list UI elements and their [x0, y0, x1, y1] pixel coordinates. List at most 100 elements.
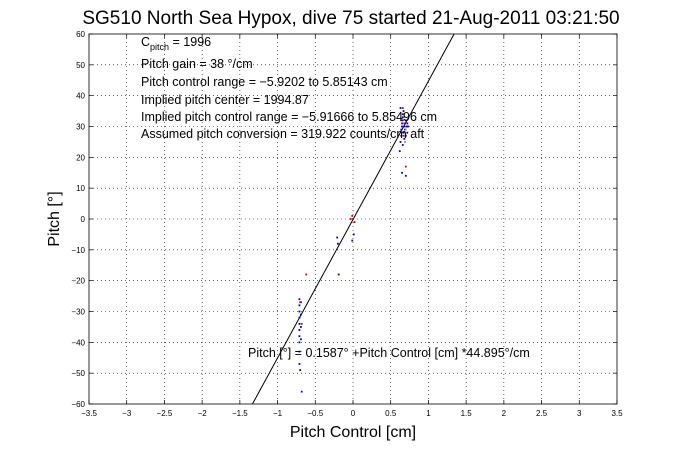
x-tick-label: −3	[122, 409, 132, 418]
y-tick-label: −50	[71, 369, 85, 378]
data-point	[353, 221, 356, 223]
x-tick-label: 3	[577, 409, 582, 418]
data-point	[351, 239, 354, 242]
y-tick-label: −10	[71, 246, 85, 255]
data-point	[401, 125, 403, 128]
data-point	[298, 310, 301, 313]
data-points	[298, 107, 409, 393]
data-point	[402, 110, 405, 112]
y-tick-label: 10	[76, 184, 85, 193]
data-point	[403, 116, 406, 119]
data-point	[352, 218, 354, 220]
data-point	[349, 218, 352, 220]
data-point	[400, 134, 403, 137]
data-point	[400, 119, 403, 122]
data-point	[298, 341, 301, 344]
data-point	[404, 128, 407, 131]
annotation-cpitch-sub: pitch	[150, 42, 169, 52]
y-tick-label: −40	[71, 338, 85, 347]
data-point	[336, 236, 339, 239]
data-point	[351, 215, 354, 217]
y-tick-label: −30	[71, 308, 85, 317]
data-point	[404, 119, 407, 122]
x-tick-label: −3.5	[81, 409, 97, 418]
y-tick-label: 40	[76, 92, 85, 101]
data-point	[401, 171, 403, 174]
annotation-cpitch-value: = 1996	[169, 35, 211, 49]
data-point	[298, 329, 301, 331]
data-point	[404, 134, 407, 137]
data-point	[401, 113, 404, 116]
data-point	[399, 107, 402, 109]
data-point	[402, 131, 405, 134]
data-point	[352, 233, 355, 236]
y-tick-label: 30	[76, 123, 85, 132]
data-point	[405, 125, 408, 128]
data-point	[337, 242, 339, 245]
data-point	[404, 165, 407, 168]
data-point	[398, 150, 401, 153]
x-tick-label: −1	[273, 409, 283, 418]
annotation-cpitch: Cpitch = 1996	[141, 35, 211, 52]
x-tick-label: 2.5	[536, 409, 548, 418]
data-point	[399, 141, 402, 143]
y-tick-label: −20	[71, 277, 85, 286]
data-point	[298, 363, 301, 365]
data-point	[403, 125, 406, 128]
x-tick-label: 1	[426, 409, 431, 418]
data-point	[300, 313, 302, 316]
x-tick-label: 1.5	[461, 409, 473, 418]
data-point	[298, 322, 301, 325]
data-point	[401, 122, 403, 125]
data-point	[299, 301, 302, 304]
data-point	[298, 335, 301, 338]
annotation-cpitch-c: C	[141, 35, 150, 49]
fit-equation: Pitch [°] = 0.1587° +Pitch Control [cm] …	[248, 346, 530, 360]
data-point	[401, 119, 404, 122]
x-axis-ticks: −3.5 −3 −2.5 −2 −1.5 −1 −0.5 0 0.5 1 1.5 2 2.5 3 3.5	[81, 34, 623, 418]
data-point	[300, 326, 302, 328]
data-point	[406, 122, 409, 125]
chart-title: SG510 North Sea Hypox, dive 75 started 2…	[82, 8, 619, 29]
y-tick-label: −60	[71, 400, 85, 409]
data-point	[400, 128, 403, 131]
data-point	[305, 273, 308, 276]
data-point	[337, 273, 340, 276]
y-axis-ticks: −60 −50 −40 −30 −20 −10 0 10 20 30 40 50 60	[71, 30, 617, 409]
annotation-block: Cpitch = 1996 Pitch gain = 38 °/cm Pitch…	[141, 35, 437, 141]
data-point	[404, 174, 407, 177]
annotation-line: Assumed pitch conversion = 319.922 count…	[141, 127, 425, 141]
data-point	[401, 116, 404, 119]
data-point	[298, 298, 301, 301]
annotation-line: Implied pitch center = 1994.87	[141, 93, 309, 107]
y-axis-label: Pitch [°]	[46, 191, 63, 246]
data-point	[401, 144, 404, 146]
y-tick-label: 20	[76, 153, 85, 162]
data-point	[300, 338, 302, 341]
x-tick-label: 0.5	[385, 409, 397, 418]
data-point	[299, 369, 302, 371]
data-point	[403, 122, 406, 125]
data-point	[298, 316, 301, 319]
data-point	[402, 134, 405, 137]
data-point	[406, 131, 409, 134]
x-tick-label: −0.5	[307, 409, 323, 418]
data-point	[298, 304, 301, 307]
x-tick-label: −2.5	[157, 409, 173, 418]
x-tick-label: 2	[502, 409, 507, 418]
data-point	[403, 137, 406, 140]
x-tick-label: 3.5	[611, 409, 623, 418]
data-point	[300, 322, 303, 325]
y-tick-label: 0	[81, 215, 86, 224]
data-point	[298, 350, 301, 353]
y-tick-label: 50	[76, 61, 85, 70]
annotation-line: Implied pitch control range = −5.91666 t…	[141, 110, 437, 124]
data-point	[407, 125, 409, 128]
annotation-line: Pitch control range = −5.9202 to 5.85143…	[141, 75, 388, 89]
x-tick-label: −1.5	[232, 409, 248, 418]
data-point	[401, 107, 404, 109]
x-axis-label: Pitch Control [cm]	[290, 424, 416, 441]
data-point	[300, 390, 303, 393]
y-tick-label: 60	[76, 30, 85, 39]
